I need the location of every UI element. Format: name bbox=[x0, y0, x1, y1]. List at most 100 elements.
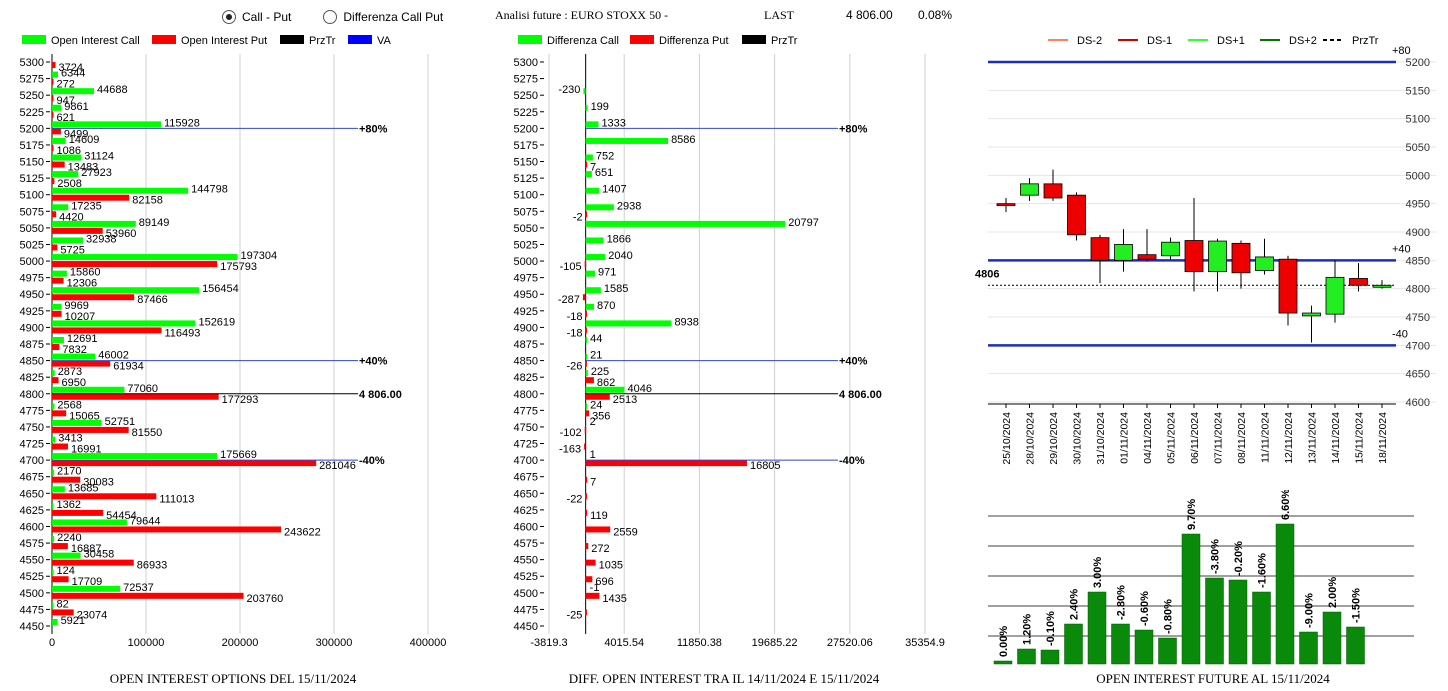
strike-label: 5075 bbox=[514, 206, 538, 218]
put-bar bbox=[52, 310, 62, 317]
put-bar bbox=[585, 526, 611, 533]
strike-label: 5200 bbox=[20, 123, 44, 135]
call-value-label: 752 bbox=[596, 151, 614, 163]
put-value-label: -22 bbox=[567, 493, 583, 505]
put-value-label: -2 bbox=[573, 211, 583, 223]
oi-bar bbox=[1275, 523, 1295, 665]
put-bar bbox=[52, 194, 130, 201]
legend-label: DS-1 bbox=[1147, 35, 1172, 47]
strike-label: 4500 bbox=[20, 588, 44, 600]
strike-label: 5225 bbox=[20, 107, 44, 119]
call-bar bbox=[585, 204, 614, 211]
put-bar bbox=[52, 559, 134, 566]
radio-selected-icon bbox=[222, 10, 236, 24]
strike-label: 4900 bbox=[514, 322, 538, 334]
put-bar bbox=[585, 592, 600, 599]
strike-label: 4700 bbox=[514, 455, 538, 467]
strike-label: 5175 bbox=[514, 140, 538, 152]
va-line-label: -40% bbox=[359, 455, 385, 467]
put-value-label: 2513 bbox=[613, 394, 637, 406]
oi-bar bbox=[1158, 637, 1177, 665]
put-bar bbox=[52, 128, 61, 135]
call-bar bbox=[52, 254, 238, 261]
put-value-label: 5725 bbox=[60, 244, 84, 256]
put-bar bbox=[52, 294, 135, 301]
oi-bar-label: 1.20% bbox=[1022, 614, 1034, 645]
strike-label: 5100 bbox=[514, 190, 538, 202]
put-bar bbox=[52, 161, 65, 168]
strike-label: 4750 bbox=[20, 422, 44, 434]
legend-swatch bbox=[630, 35, 654, 44]
call-bar bbox=[52, 436, 56, 443]
strike-label: 4475 bbox=[514, 604, 538, 616]
call-value-label: -1 bbox=[590, 582, 600, 594]
oi-bar bbox=[1111, 623, 1130, 665]
call-bar bbox=[583, 88, 586, 95]
level-label: +80 bbox=[1392, 45, 1411, 57]
y-tick-label: 4950 bbox=[1406, 199, 1430, 211]
legend-swatch bbox=[518, 35, 542, 44]
last-label: LAST bbox=[764, 8, 794, 22]
legend-label: DS-2 bbox=[1077, 35, 1102, 47]
oi-bar bbox=[1134, 629, 1154, 665]
put-bar bbox=[52, 592, 244, 599]
call-value-label: 1866 bbox=[607, 233, 631, 245]
put-value-label: 12306 bbox=[67, 278, 98, 290]
y-tick-label: 5050 bbox=[1406, 142, 1430, 154]
legend-label: Differenza Put bbox=[659, 35, 729, 47]
strike-label: 4900 bbox=[20, 322, 44, 334]
oi-bar-label: -0.60% bbox=[1139, 591, 1151, 626]
put-bar bbox=[585, 327, 587, 334]
call-bar bbox=[52, 502, 54, 509]
put-value-label: 2559 bbox=[613, 526, 637, 538]
call-bar bbox=[52, 171, 79, 178]
call-bar bbox=[52, 569, 54, 576]
put-bar bbox=[52, 493, 157, 500]
put-value-label: 15065 bbox=[69, 410, 100, 422]
strike-label: 4450 bbox=[514, 621, 538, 633]
call-value-label: 870 bbox=[597, 300, 615, 312]
legend-label: DS+1 bbox=[1217, 35, 1245, 47]
mode-call-put-radio[interactable]: Call - Put bbox=[222, 10, 291, 24]
put-value-label: 696 bbox=[595, 576, 613, 588]
strike-label: 5200 bbox=[514, 123, 538, 135]
oi-bar-label: -0.20% bbox=[1233, 541, 1245, 576]
oi-bar-label: 2.40% bbox=[1069, 589, 1081, 620]
x-tick-label: 18/11/2024 bbox=[1377, 412, 1389, 464]
put-bar bbox=[584, 443, 586, 450]
call-value-label: 651 bbox=[595, 167, 613, 179]
call-bar bbox=[52, 320, 196, 327]
put-bar bbox=[52, 78, 54, 85]
call-value-label: 175669 bbox=[220, 449, 257, 461]
x-tick-label: 05/11/2024 bbox=[1166, 412, 1178, 464]
put-bar bbox=[585, 393, 610, 400]
call-value-label: 115928 bbox=[164, 117, 200, 129]
strike-label: 4750 bbox=[514, 422, 538, 434]
legend-label: DS+2 bbox=[1289, 35, 1317, 47]
strike-label: 4775 bbox=[20, 405, 44, 417]
put-value-label: 10207 bbox=[65, 311, 96, 323]
candle-body bbox=[1255, 256, 1274, 271]
oi-bar bbox=[1322, 611, 1342, 665]
call-bar bbox=[585, 237, 604, 244]
call-bar bbox=[52, 536, 55, 543]
put-bar bbox=[52, 476, 81, 483]
put-value-label: 17709 bbox=[72, 576, 103, 588]
call-value-label: 82 bbox=[57, 598, 69, 610]
mode-diff-call-put-label: Differenza Call Put bbox=[343, 10, 444, 24]
put-bar bbox=[52, 443, 68, 450]
put-bar bbox=[52, 526, 282, 533]
put-value-label: 87466 bbox=[137, 294, 168, 306]
legend-swatch bbox=[280, 35, 304, 44]
call-bar bbox=[52, 237, 83, 244]
y-tick-label: 4750 bbox=[1406, 312, 1430, 324]
put-bar bbox=[52, 576, 69, 583]
call-bar bbox=[585, 220, 786, 227]
call-bar bbox=[585, 303, 595, 310]
put-value-label: 2508 bbox=[57, 178, 81, 190]
mode-diff-call-put-radio[interactable]: Differenza Call Put bbox=[323, 10, 443, 24]
put-bar bbox=[585, 377, 594, 384]
put-bar bbox=[52, 111, 54, 118]
strike-label: 4950 bbox=[20, 289, 44, 301]
call-bar bbox=[585, 254, 606, 261]
